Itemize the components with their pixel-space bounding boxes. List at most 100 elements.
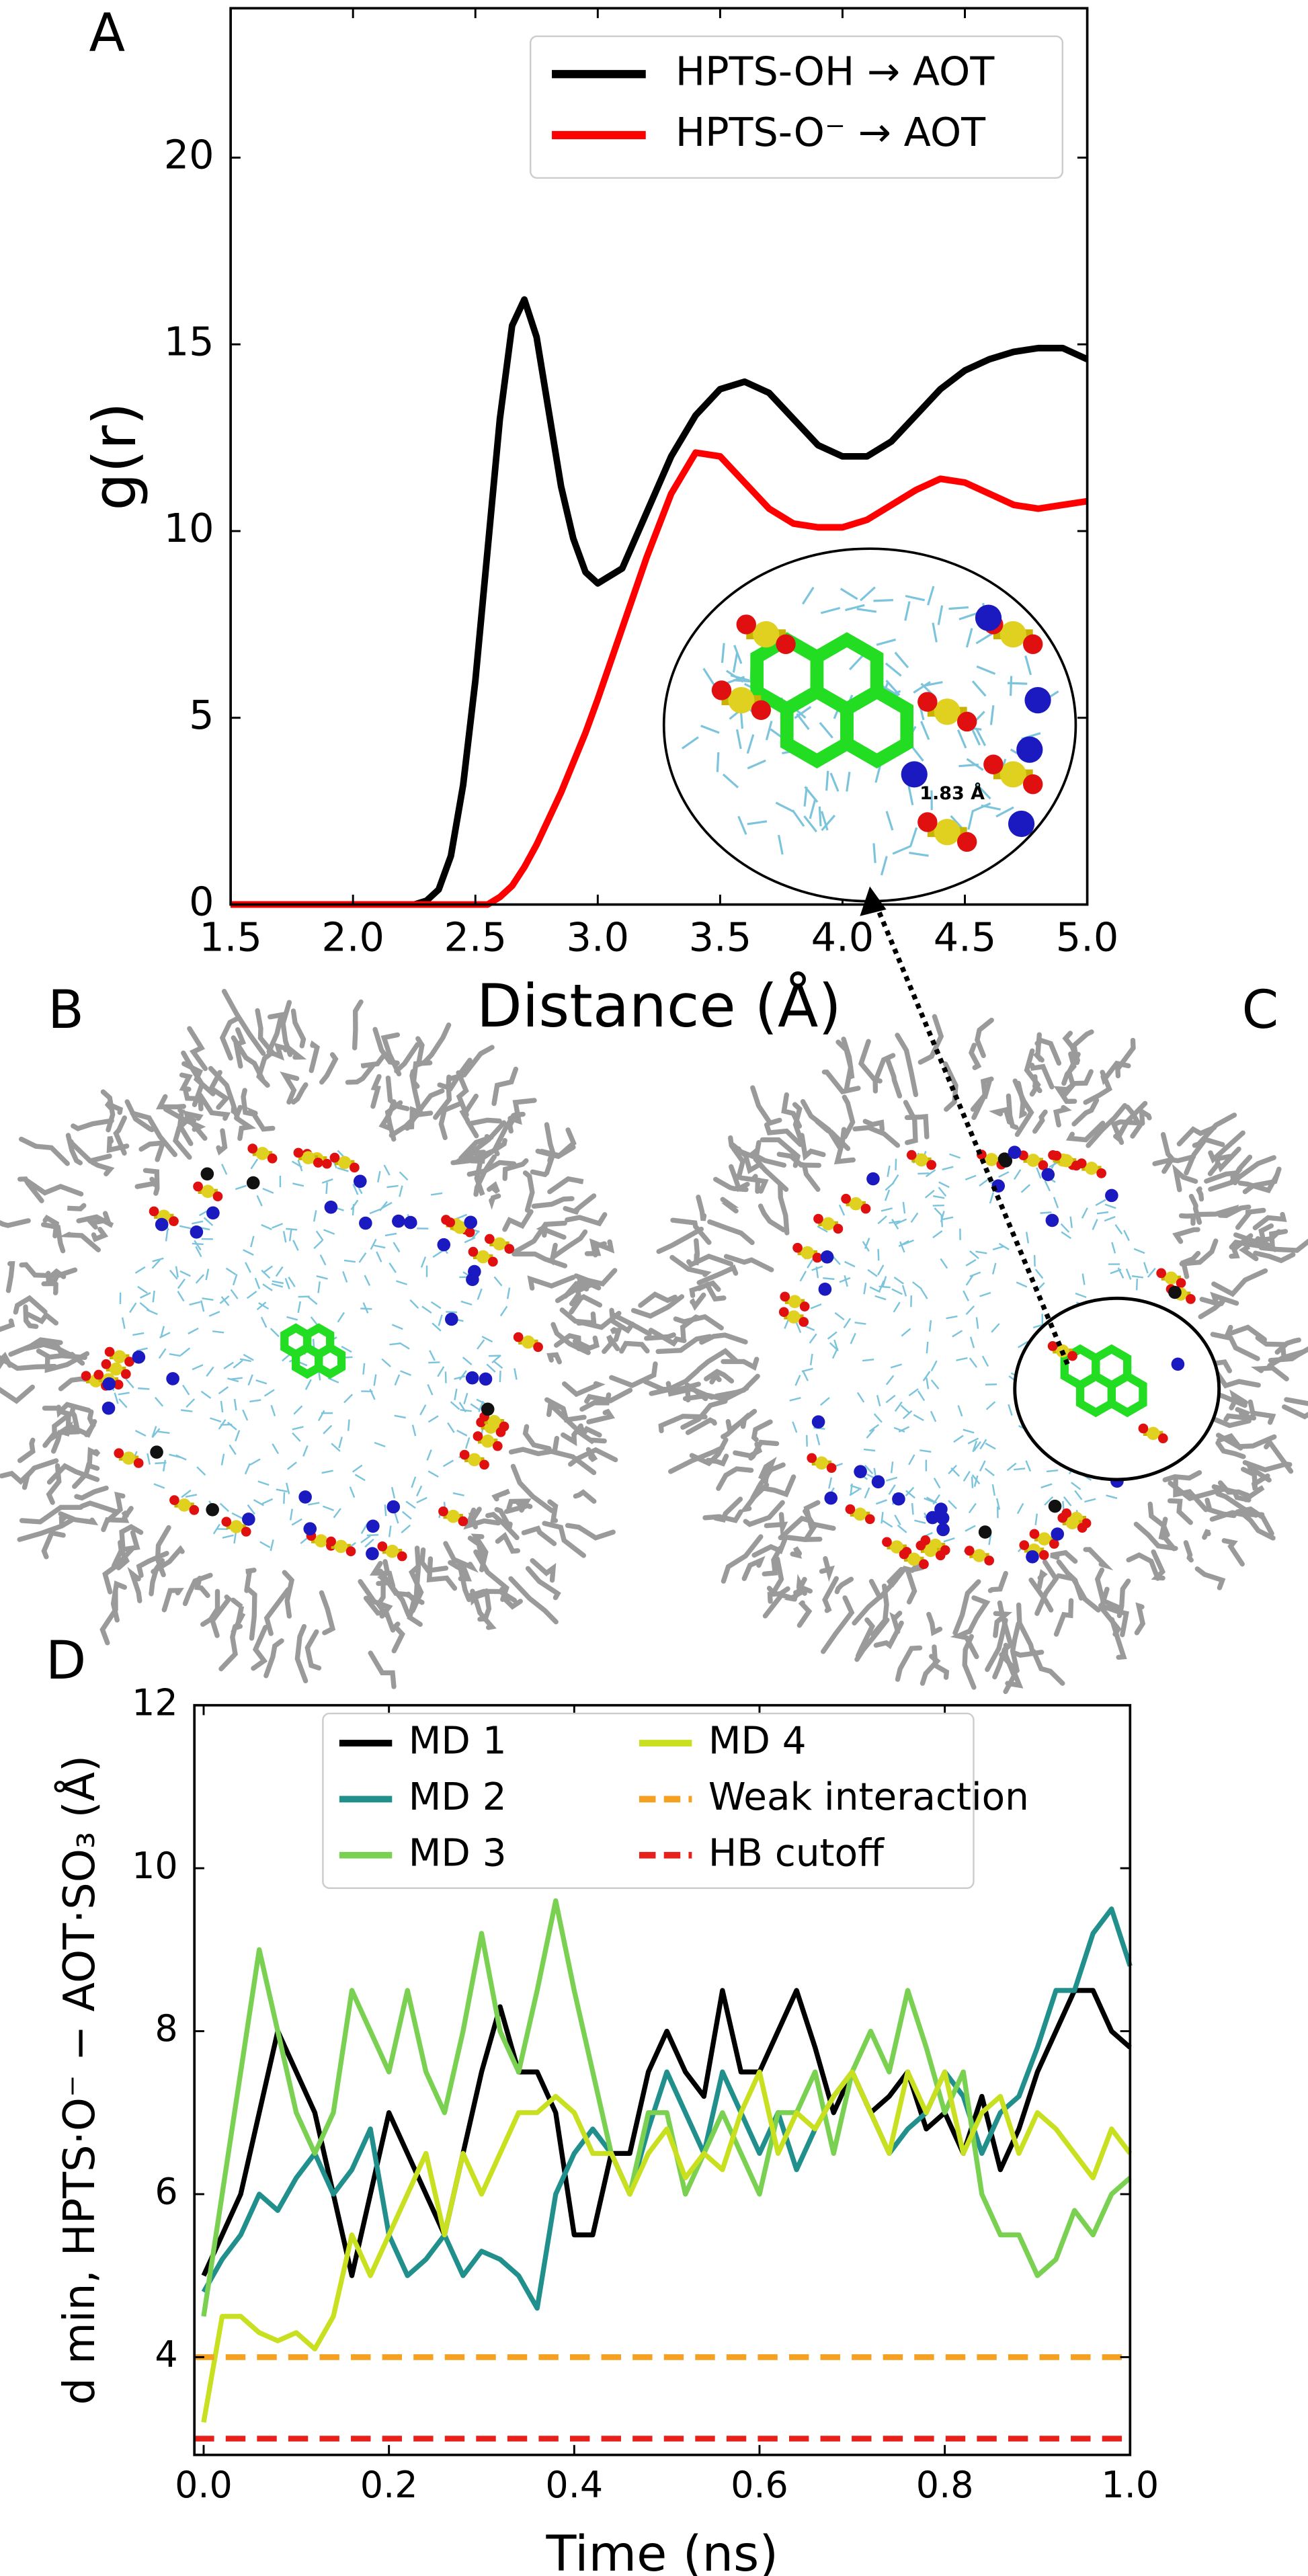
water: [1095, 1199, 1106, 1207]
surfactant-tail: [699, 1332, 748, 1345]
surfactant-tail: [535, 1144, 576, 1160]
surfactant-tail: [1180, 1250, 1201, 1279]
water: [139, 1301, 150, 1311]
surfactant-tail: [1071, 1029, 1094, 1065]
surfactant-tail: [686, 1253, 734, 1268]
sodium: [242, 1513, 255, 1526]
surfactant-tail: [1196, 1186, 1204, 1202]
surfactant-tail: [172, 1118, 192, 1160]
surfactant-tail: [136, 1551, 169, 1578]
water: [803, 815, 817, 833]
surfactant-tail: [394, 1042, 423, 1074]
water: [819, 721, 833, 739]
water: [1125, 1268, 1132, 1280]
surfactant-tail: [74, 1485, 109, 1501]
x-tick-label: 0.6: [731, 2464, 788, 2506]
water: [437, 1366, 445, 1377]
surfactant-tail: [41, 1267, 78, 1287]
water: [180, 1347, 191, 1357]
water: [864, 1487, 870, 1499]
sulfur: [314, 1534, 328, 1547]
x-tick-label: 2.5: [444, 914, 507, 961]
sodium: [820, 1250, 834, 1264]
water: [262, 1283, 273, 1291]
water: [369, 1388, 376, 1400]
water: [323, 1424, 333, 1435]
surfactant-tail: [521, 1525, 557, 1546]
water: [877, 1264, 885, 1276]
water: [888, 1484, 896, 1495]
oxygen: [864, 1514, 875, 1525]
water: [965, 1258, 977, 1266]
water: [1020, 1184, 1031, 1193]
water: [400, 1370, 411, 1376]
water: [364, 1538, 374, 1548]
water: [302, 1445, 309, 1457]
water: [192, 1364, 204, 1371]
water: [747, 759, 766, 770]
surfactant-tail: [0, 1355, 7, 1369]
water: [934, 1207, 944, 1217]
water: [1053, 1197, 1059, 1209]
water: [1075, 1292, 1087, 1298]
surfactant-tail: [210, 1594, 233, 1638]
y-tick-label: 10: [132, 1845, 178, 1887]
water: [220, 1453, 225, 1465]
water: [873, 1413, 883, 1423]
surfactant-tail: [42, 1406, 73, 1417]
water: [245, 1262, 251, 1273]
water: [1133, 1248, 1145, 1254]
surfactant-tail: [245, 1586, 257, 1641]
surfactant-tail: [730, 1142, 762, 1174]
oxygen: [120, 1369, 131, 1379]
oxygen: [956, 832, 977, 852]
water: [1123, 1230, 1130, 1242]
x-tick-label: 0.0: [175, 2464, 233, 2506]
water: [470, 1403, 481, 1411]
water: [948, 606, 969, 610]
surfactant-tail: [18, 1136, 70, 1166]
surfactant-tail: [748, 1174, 769, 1194]
water: [262, 1187, 274, 1194]
surfactant-tail: [502, 1158, 529, 1181]
oxygen: [1051, 1150, 1062, 1161]
surfactant-tail: [525, 1566, 561, 1601]
surfactant-tail: [1237, 1508, 1276, 1541]
series-line: [201, 2069, 1133, 2423]
surfactant-tail: [491, 1066, 519, 1106]
water: [369, 1208, 381, 1215]
surfactant-tail: [508, 1576, 559, 1625]
y-tick-label: 4: [155, 2333, 177, 2376]
surfactant-tail: [834, 1576, 854, 1595]
water: [471, 1230, 480, 1240]
surfactant-tail: [1210, 1332, 1260, 1361]
legend-label: MD 4: [708, 1720, 807, 1763]
surfactant-tail: [747, 1148, 787, 1168]
water: [208, 1311, 220, 1317]
oxygen: [799, 1317, 809, 1327]
surfactant-tail: [741, 1556, 766, 1581]
surfactant-tail: [0, 1318, 15, 1332]
surfactant-tail: [1252, 1211, 1287, 1231]
water: [948, 1500, 957, 1510]
sodium: [1048, 1499, 1062, 1513]
water: [254, 1277, 261, 1289]
water: [885, 1375, 895, 1385]
water: [730, 674, 750, 682]
surfactant-tail: [468, 1588, 518, 1603]
surfactant-tail: [473, 1154, 497, 1197]
surfactant-tail: [1016, 1080, 1027, 1119]
water: [823, 1277, 835, 1281]
x-tick-label: 0.2: [360, 2464, 418, 2506]
surfactant-tail: [565, 1212, 608, 1227]
water: [313, 1240, 323, 1250]
water: [227, 1421, 237, 1431]
sodium: [303, 1522, 317, 1536]
surfactant-tail: [644, 1332, 676, 1341]
water: [891, 1219, 899, 1230]
water: [286, 1227, 298, 1231]
surfactant-tail: [903, 1100, 918, 1145]
water: [321, 1178, 333, 1184]
surfactant-tail: [422, 1022, 452, 1064]
